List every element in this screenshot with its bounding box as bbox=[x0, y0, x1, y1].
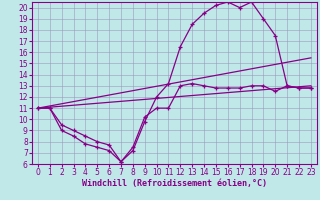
X-axis label: Windchill (Refroidissement éolien,°C): Windchill (Refroidissement éolien,°C) bbox=[82, 179, 267, 188]
